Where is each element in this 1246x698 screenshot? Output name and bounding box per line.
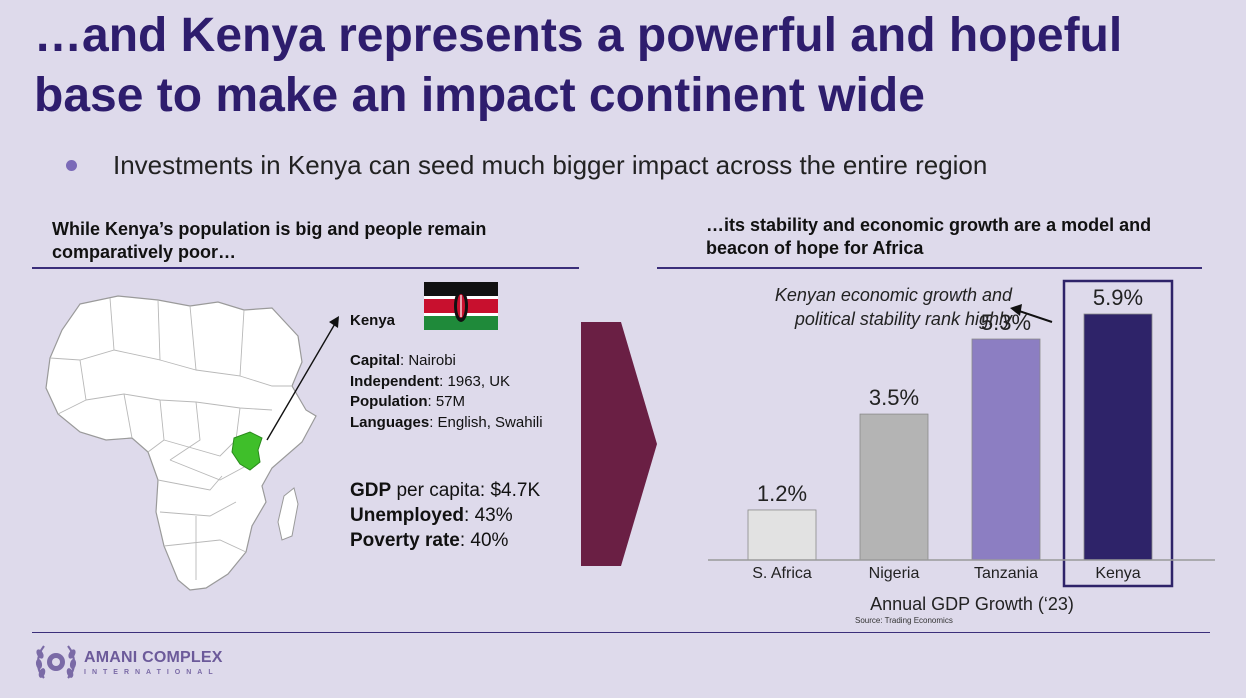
x-axis-title: Annual GDP Growth (‘23) [870,594,1074,614]
footer-divider [32,632,1210,633]
fact-value: : 57M [427,393,466,410]
stat-value: : 43% [464,505,513,526]
stat-value: per capita: $4.7K [391,480,541,501]
left-section-heading: While Kenya’s population is big and peop… [52,219,487,262]
fact-value: : Nairobi [400,352,456,369]
bullet-dot-icon [66,160,77,171]
fact-languages: Languages: English, Swahili [350,413,570,434]
bar-value-label: 5.3% [981,310,1031,335]
africa-map [45,295,317,591]
fact-label: Languages [350,413,430,431]
stat-unemployed: Unemployed: 43% [350,503,580,528]
logo-sub-text: INTERNATIONAL [84,668,219,676]
country-borders [49,297,292,580]
madagascar [277,487,299,541]
stat-value: : 40% [459,530,509,551]
category-label: Nigeria [869,565,920,582]
logo-text: AMANI COMPLEX INTERNATIONAL [84,649,223,676]
annotation-arrowhead-icon [1010,304,1022,316]
fact-capital: Capital: Nairobi [350,351,570,372]
fact-population: Population: 57M [350,392,570,413]
right-section-heading: …its stability and economic growth are a… [706,215,1152,258]
stat-label: Unemployed [350,505,465,526]
fact-label: Population [350,393,428,410]
laurel-logo-icon [35,645,77,679]
stat-poverty: Poverty rate: 40% [350,528,580,553]
bar-value-label: 1.2% [757,481,807,506]
country-name: Kenya [350,312,396,329]
bullet-text: Investments in Kenya can seed much bigge… [113,150,988,180]
chart-annotation: Kenyan economic growth and political sta… [774,285,1012,329]
bar-s-africa [747,509,817,561]
page-title: …and Kenya represents a powerful and hop… [34,9,1123,122]
bar-kenya [1083,313,1153,561]
bar-nigeria [859,413,929,561]
stat-gdp: GDP per capita: $4.7K [350,478,580,503]
chart-source: Source: Trading Economics [855,616,953,625]
logo-main-text: AMANI COMPLEX [84,648,223,666]
kenya-flag-icon [424,282,498,330]
country-facts: Capital: Nairobi Independent: 1963, UK P… [350,351,570,433]
bar-value-label: 5.9% [1093,285,1143,310]
africa-outline [45,295,317,591]
bar-tanzania [971,338,1041,561]
economic-stats: GDP per capita: $4.7K Unemployed: 43% Po… [350,478,580,553]
category-label: Kenya [1095,565,1140,582]
bullet-point: Investments in Kenya can seed much bigge… [66,150,987,181]
gdp-growth-chart: 1.2% S. Africa 3.5% Nigeria 5.3% Tanzania 5.9%… [708,279,1215,625]
stat-label: GDP [350,480,392,501]
fact-label: Capital [350,352,401,369]
fact-value: : 1963, UK [439,372,511,390]
fact-independent: Independent: 1963, UK [350,372,570,393]
fact-label: Independent [350,372,440,390]
fact-value: : English, Swahili [429,413,543,431]
category-label: Tanzania [974,565,1038,582]
kenya-map-region [231,431,263,471]
bar-value-label: 3.5% [869,385,919,410]
company-logo: AMANI COMPLEX INTERNATIONAL [34,640,223,684]
right-section-divider [657,267,1202,269]
annotation-arrow [1015,309,1053,323]
left-section-divider [32,267,579,269]
category-label: S. Africa [752,565,812,582]
chevron-arrow-icon [581,322,657,566]
highlight-box [1062,279,1174,588]
stat-label: Poverty rate [350,530,460,551]
